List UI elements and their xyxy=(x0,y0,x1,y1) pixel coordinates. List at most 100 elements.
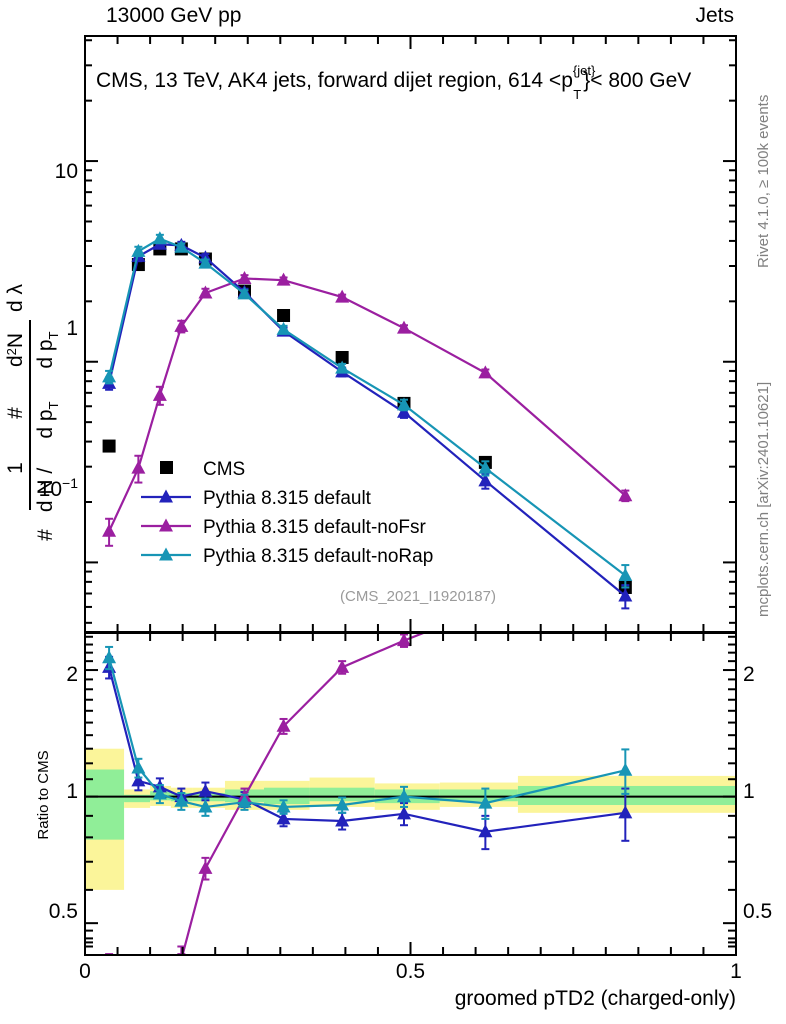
main-panel: CMS, 13 TeV, AK4 jets, forward dijet reg… xyxy=(4,35,737,633)
data-point-marker xyxy=(102,439,116,453)
data-point-marker xyxy=(198,255,213,269)
legend-entry-1[interactable]: Pythia 8.315 default xyxy=(141,488,372,509)
data-point-marker xyxy=(396,806,411,820)
ratio-axis-ticks xyxy=(84,633,737,956)
legend-entry-3[interactable]: Pythia 8.315 default-noRap xyxy=(141,546,433,567)
ratio-ytick-2: 2 xyxy=(66,663,78,686)
data-point-marker xyxy=(198,860,213,874)
data-point-marker xyxy=(277,308,291,322)
series-3 xyxy=(102,231,633,589)
x-tick-label-2: 1 xyxy=(730,960,742,983)
data-point-marker xyxy=(237,270,252,284)
data-point-marker xyxy=(152,786,167,800)
x-axis-label: groomed pTD2 (charged-only) xyxy=(455,987,736,1010)
ratio-ytick-1: 1 xyxy=(66,780,78,803)
main-series-group xyxy=(102,231,633,610)
data-point-marker xyxy=(237,794,252,808)
data-point-marker xyxy=(335,659,350,673)
data-point-marker xyxy=(131,760,146,774)
data-point-marker xyxy=(276,321,291,335)
ratio-ytick-2-right: 2 xyxy=(743,663,755,686)
data-point-marker xyxy=(198,799,213,813)
mcplots-source-note: mcplots.cern.ch [arXiv:2401.10621] xyxy=(755,382,772,617)
legend-entry-0[interactable]: CMS xyxy=(160,459,245,480)
y-axis-numerator: d2N xyxy=(4,333,27,367)
data-point-marker xyxy=(478,473,493,487)
data-point-marker xyxy=(478,824,493,838)
data-point-marker xyxy=(102,369,117,383)
band-inner-9 xyxy=(439,789,518,802)
data-point-marker xyxy=(174,318,189,332)
data-point-marker xyxy=(396,320,411,334)
y-axis-denominator-hash: # xyxy=(34,529,57,541)
series-2 xyxy=(102,270,633,547)
legend-label-2: Pythia 8.315 default-noFsr xyxy=(203,517,427,538)
legend-entry-2[interactable]: Pythia 8.315 default-noFsr xyxy=(141,517,427,538)
main-y-axis-label: d2N # 1 d pT d λ d pT d N / # xyxy=(4,283,61,540)
data-point-marker xyxy=(131,243,146,257)
ratio-ytick-0p5: 0.5 xyxy=(49,900,78,923)
x-tick-label-1: 0.5 xyxy=(396,960,425,983)
data-point-marker xyxy=(102,523,117,537)
data-point-marker xyxy=(276,718,291,732)
ratio-panel: 2 1 0.5 2 1 0.5 Ratio to CMS xyxy=(35,632,772,956)
data-point-marker xyxy=(198,783,213,797)
header-left-beam: 13000 GeV pp xyxy=(106,4,241,27)
analysis-watermark: (CMS_2021_I1920187) xyxy=(340,588,496,605)
data-point-marker xyxy=(618,568,633,582)
data-point-marker xyxy=(396,397,411,411)
ratio-ytick-1-right: 1 xyxy=(743,780,755,803)
data-point-marker xyxy=(335,797,350,811)
data-point-marker xyxy=(276,272,291,286)
data-point-marker xyxy=(152,231,167,245)
data-point-marker xyxy=(396,789,411,803)
data-point-marker xyxy=(618,762,633,776)
ratio-ytick-0p5-right: 0.5 xyxy=(743,900,772,923)
band-inner-10 xyxy=(517,785,736,806)
data-point-marker xyxy=(396,633,411,647)
legend-marker-triangle xyxy=(159,547,173,561)
data-point-marker xyxy=(102,650,117,664)
data-point-marker xyxy=(152,387,167,401)
x-tick-label-0: 0 xyxy=(79,960,91,983)
data-point-marker xyxy=(237,286,252,300)
data-point-marker xyxy=(174,793,189,807)
data-point-marker xyxy=(618,588,633,602)
plot-title: CMS, 13 TeV, AK4 jets, forward dijet reg… xyxy=(96,63,691,102)
y-axis-numerator-one: 1 xyxy=(4,462,27,474)
data-point-marker xyxy=(276,811,291,825)
y-axis-denominator-dn: d N / xyxy=(34,468,57,513)
main-ytick-1: 1 xyxy=(66,317,78,340)
data-point-marker xyxy=(478,460,493,474)
ratio-panel-frame xyxy=(84,632,737,956)
data-point-marker xyxy=(198,285,213,299)
data-point-marker xyxy=(174,239,189,253)
band-inner-7 xyxy=(309,787,375,802)
rivet-version-note: Rivet 4.1.0, ≥ 100k events xyxy=(755,95,772,268)
band-inner-0 xyxy=(85,769,125,840)
data-point-marker xyxy=(335,813,350,827)
data-point-marker xyxy=(131,460,146,474)
legend-label-1: Pythia 8.315 default xyxy=(203,488,372,509)
band-inner-1 xyxy=(124,794,151,803)
ratio-series-group xyxy=(102,633,633,955)
data-point-marker xyxy=(276,799,291,813)
y-axis-dlambda: d λ xyxy=(4,283,27,312)
y-axis-numerator-hash: # xyxy=(4,407,27,419)
legend-marker-square xyxy=(160,461,173,474)
data-point-marker xyxy=(131,773,146,787)
x-axis-tick-labels: 0 0.5 1 xyxy=(79,960,742,983)
data-point-marker xyxy=(478,365,493,379)
legend-marker-triangle xyxy=(159,518,173,532)
data-point-marker xyxy=(618,805,633,819)
data-point-marker xyxy=(618,488,633,502)
legend: CMS Pythia 8.315 default Pythia 8.315 defa… xyxy=(141,459,433,567)
data-point-marker xyxy=(478,795,493,809)
data-point-marker xyxy=(335,350,349,364)
legend-label-3: Pythia 8.315 default-noRap xyxy=(203,546,433,567)
ratio-y-axis-label: Ratio to CMS xyxy=(35,750,52,839)
data-point-marker xyxy=(335,289,350,303)
